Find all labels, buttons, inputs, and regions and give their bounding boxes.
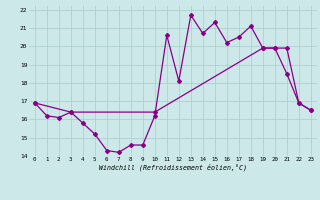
X-axis label: Windchill (Refroidissement éolien,°C): Windchill (Refroidissement éolien,°C)	[99, 164, 247, 171]
